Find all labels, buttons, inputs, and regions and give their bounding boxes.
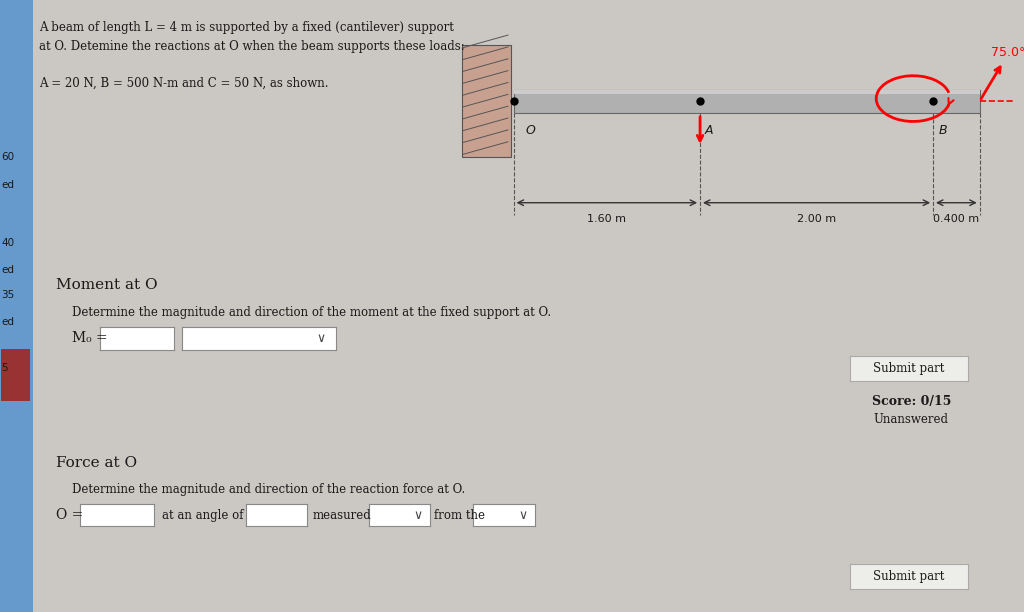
Bar	[514, 90, 980, 113]
Text: O: O	[525, 124, 536, 137]
Text: Force at O: Force at O	[56, 456, 137, 470]
Text: 2.00 m: 2.00 m	[797, 214, 837, 224]
Text: ∨: ∨	[518, 509, 527, 522]
Text: from the: from the	[434, 509, 485, 522]
Text: B: B	[939, 124, 947, 137]
Text: ∨: ∨	[414, 509, 423, 522]
Text: 35: 35	[1, 290, 14, 300]
Text: Moment at O: Moment at O	[56, 278, 158, 293]
Bar	[514, 90, 980, 94]
Text: A beam of length L = 4 m is supported by a fixed (cantilever) support: A beam of length L = 4 m is supported by…	[39, 21, 454, 34]
Text: ed: ed	[1, 180, 14, 190]
Text: 40: 40	[1, 238, 14, 248]
Text: Submit part: Submit part	[873, 362, 944, 375]
Text: Score: 0/15: Score: 0/15	[871, 395, 951, 408]
Text: ∨: ∨	[316, 332, 326, 345]
Text: 60: 60	[1, 152, 14, 162]
Text: 0.400 m: 0.400 m	[933, 214, 979, 224]
Text: A = 20 N, B = 500 N-m and C = 50 N, as shown.: A = 20 N, B = 500 N-m and C = 50 N, as s…	[39, 76, 329, 89]
Text: O =: O =	[56, 509, 84, 522]
Text: 75.0°: 75.0°	[991, 47, 1024, 59]
Text: M₀ =: M₀ =	[72, 332, 108, 345]
Text: 5: 5	[1, 364, 7, 373]
Bar	[463, 45, 511, 157]
Text: at an angle of: at an angle of	[162, 509, 244, 522]
Text: ed: ed	[1, 318, 14, 327]
Text: Determine the magnitude and direction of the reaction force at O.: Determine the magnitude and direction of…	[72, 483, 465, 496]
Text: ed: ed	[1, 266, 14, 275]
Text: Submit part: Submit part	[873, 570, 944, 583]
Text: A: A	[705, 124, 713, 137]
Text: measured: measured	[312, 509, 371, 522]
Text: Determine the magnitude and direction of the moment at the fixed support at O.: Determine the magnitude and direction of…	[72, 306, 551, 319]
Text: Unanswered: Unanswered	[873, 413, 949, 426]
Text: at O. Detemine the reactions at O when the beam supports these loads:: at O. Detemine the reactions at O when t…	[39, 40, 465, 53]
Text: 1.60 m: 1.60 m	[588, 214, 627, 224]
